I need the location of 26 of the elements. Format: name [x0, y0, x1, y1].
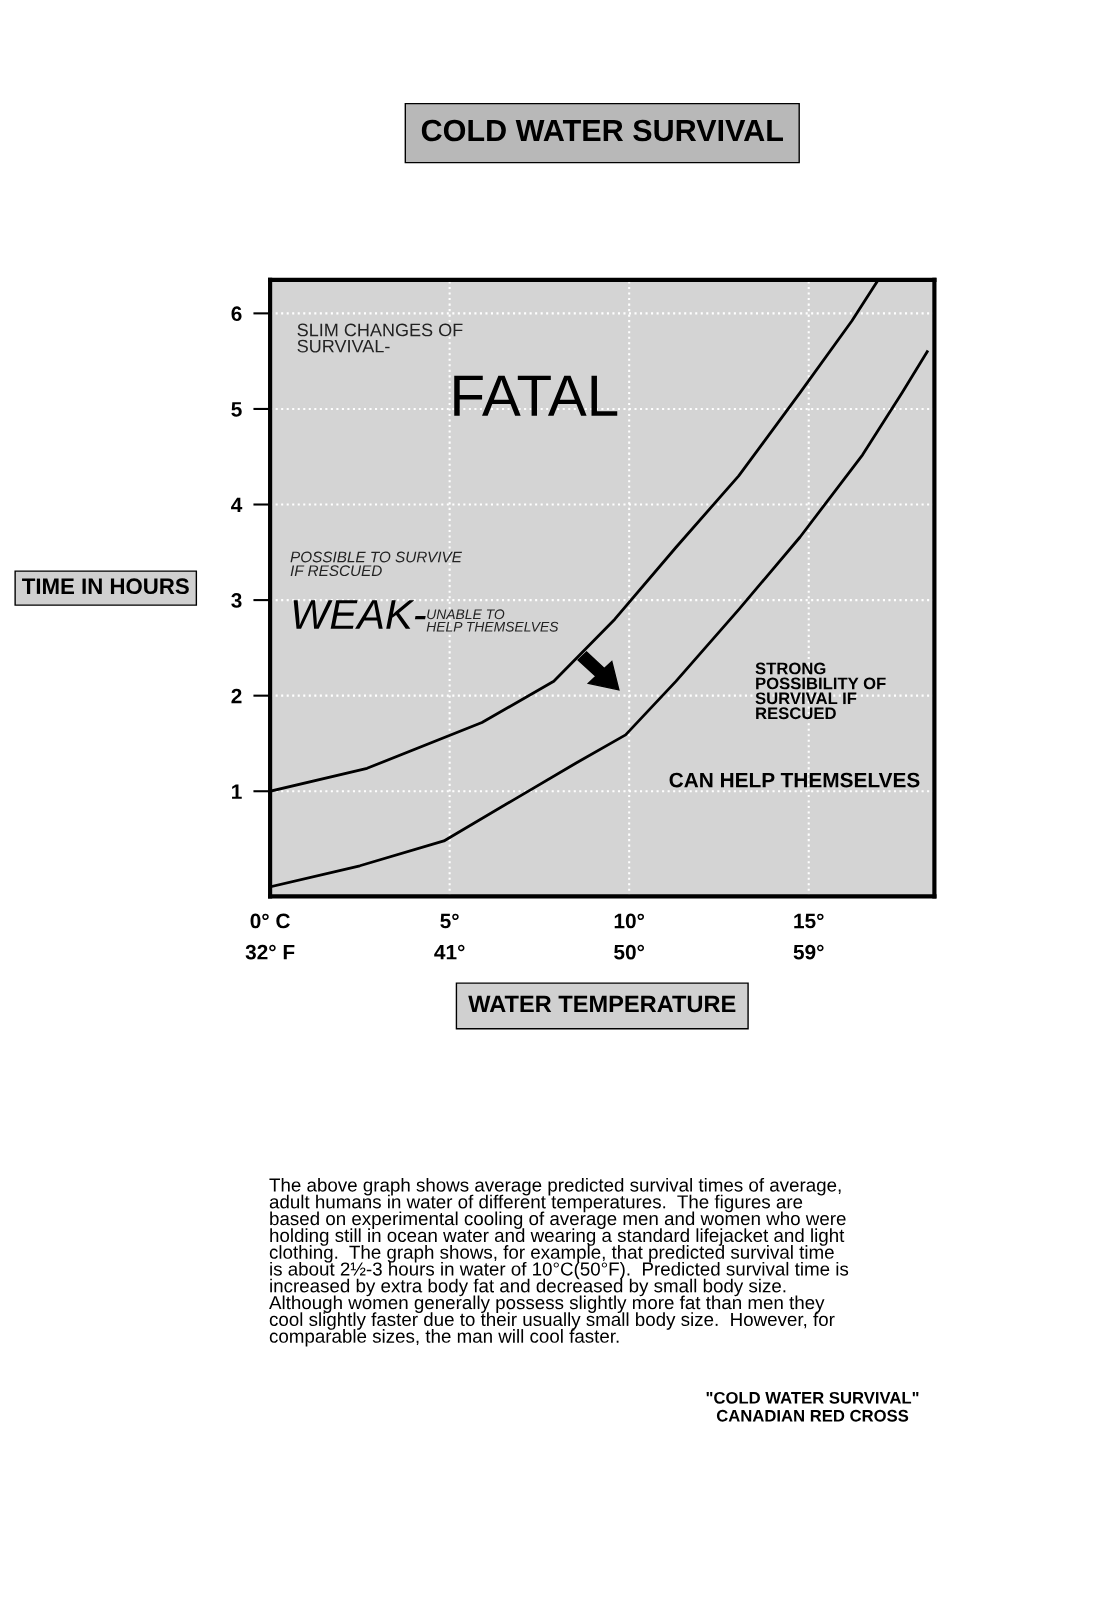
annotation: WEAK- [293, 600, 426, 629]
x-tick-label: 10° [614, 913, 645, 929]
y-tick-label: 2 [231, 688, 242, 704]
annotation: FATAL [454, 375, 618, 416]
x-tick-label: 0° C [250, 913, 290, 929]
y-tick-label: 5 [231, 402, 242, 417]
text: The above graph shows average predicted survival times of average, adult humans in water of different temperatures. The figures are based on experimental cooling of average men and women who were holding still in ocean water and wearing a standard lifejacket and light clothing. The graph shows, for example, that predicted survival time is about 2½-3 hours in water of 10°C(50°F). Predicted survival time is increased by extra body fat and decreased by small body size. Although women generally possess slightly more fat than men they cool slightly faster due to their usually small body size. However, for comparable sizes, the man will cool faster. [269, 1177, 849, 1347]
y-axis-title: TIME IN HOURS [22, 578, 189, 595]
annotation: UNABLE TO HELP THEMSELVES [426, 609, 559, 632]
annotation: SLIM CHANGES OF SURVIVAL- [297, 323, 463, 353]
text: "COLD WATER SURVIVAL" CANADIAN RED CROSS [706, 1391, 919, 1422]
y-tick-label: 4 [231, 497, 243, 513]
annotation: STRONG POSSIBILITY OF SURVIVAL IF RESCUED [755, 662, 886, 720]
x2-tick-label: 59° [793, 944, 824, 960]
x2-tick-label: 32° F [245, 944, 295, 960]
y-tick-label: 6 [231, 306, 242, 322]
annotation: POSSIBLE TO SURVIVE IF RESCUED [290, 551, 462, 577]
annotation: CAN HELP THEMSELVES [669, 772, 920, 788]
x-tick-label: 15° [794, 913, 824, 929]
x-axis-title: WATER TEMPERATURE [468, 995, 736, 1013]
x2-tick-label: 41° [434, 944, 465, 960]
chart-title: COLD WATER SURVIVAL [421, 119, 783, 142]
y-tick-label: 1 [232, 784, 242, 799]
x-tick-label: 5° [440, 913, 459, 929]
y-tick-label: 3 [231, 593, 242, 608]
x2-tick-label: 50° [614, 944, 645, 960]
